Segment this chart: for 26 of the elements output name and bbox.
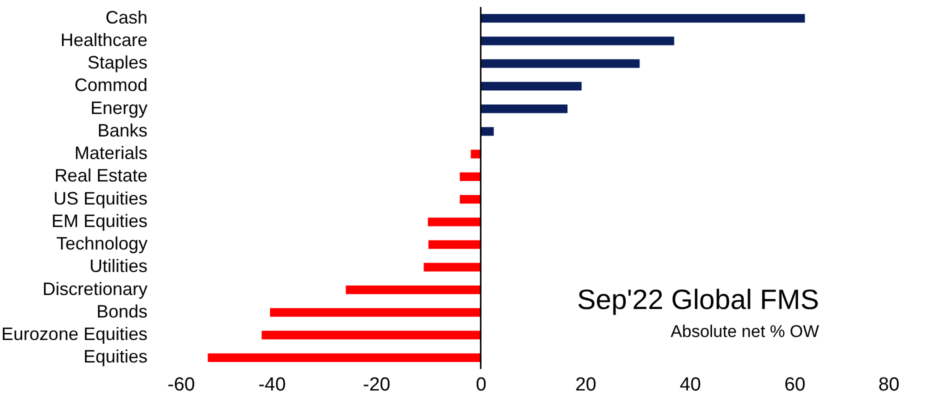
text: Absolute net % OW: [670, 322, 819, 341]
x-tick-label: -40: [258, 374, 286, 396]
y-tick-label: Banks: [97, 120, 148, 140]
x-tick-label: 40: [680, 374, 701, 396]
y-tick-label: Technology: [56, 234, 148, 254]
x-tick-label: -20: [362, 374, 390, 396]
x-tick-label: -60: [168, 374, 195, 396]
y-tick-label: Bonds: [96, 301, 148, 322]
x-tick-label: 20: [575, 374, 596, 396]
text: Sep'22 Global FMS: [577, 284, 819, 315]
y-tick-label: Eurozone Equities: [1, 324, 148, 344]
y-tick-label: Energy: [90, 98, 148, 118]
y-tick-label: Equities: [83, 346, 148, 367]
x-tick-label: 60: [784, 374, 806, 396]
y-tick-label: US Equities: [53, 188, 148, 208]
x-tick-label: 0: [476, 374, 487, 396]
y-tick-label: Utilities: [89, 256, 148, 276]
y-tick-label: Healthcare: [60, 30, 148, 50]
y-tick-label: EM Equities: [51, 210, 148, 231]
y-tick-label: Real Estate: [54, 166, 148, 186]
y-tick-label: Commod: [74, 75, 148, 96]
y-tick-label: Discretionary: [42, 278, 148, 299]
y-tick-label: Materials: [74, 143, 148, 164]
x-tick-label: 80: [878, 374, 900, 396]
y-tick-label: Staples: [87, 52, 148, 73]
y-tick-label: Cash: [105, 7, 148, 28]
